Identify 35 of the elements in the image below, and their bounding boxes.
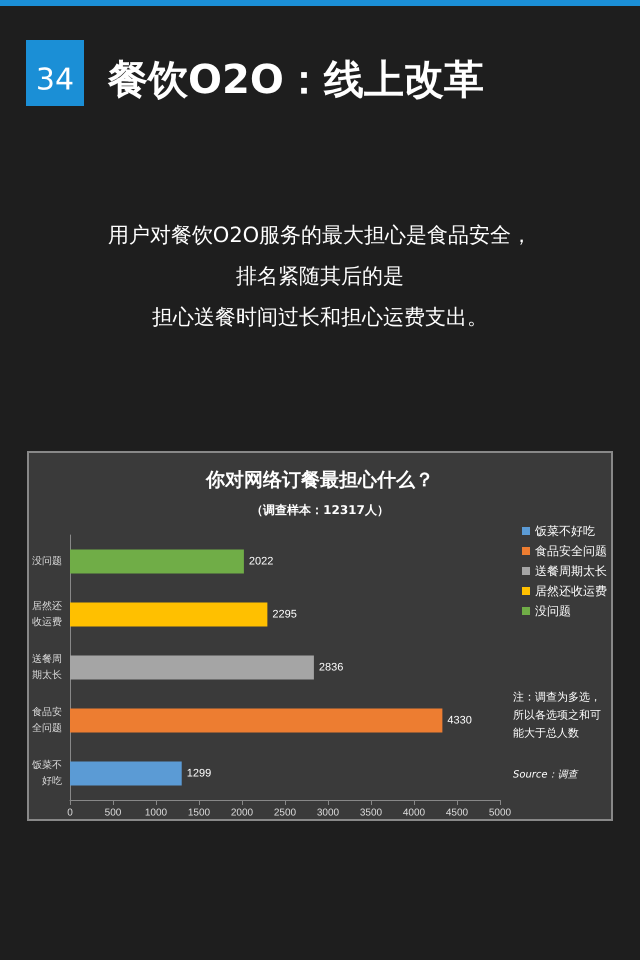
x-tick-label: 1000: [144, 808, 168, 818]
y-tick-label: 食品安全问题: [32, 706, 62, 734]
x-tick-label: 2000: [230, 808, 254, 818]
x-tick-label: 500: [104, 808, 122, 818]
source-note: Source：调查: [513, 768, 580, 780]
chart-title: 你对网络订餐最担心什么？: [205, 469, 434, 491]
x-tick-label: 4000: [402, 808, 426, 818]
x-tick-label: 3000: [316, 808, 340, 818]
data-label: 2836: [318, 662, 344, 674]
x-tick-label: 1500: [188, 808, 211, 818]
chart-subtitle: （调查样本：12317人）: [251, 503, 389, 517]
data-label: 4330: [447, 714, 472, 726]
text: 34: [36, 62, 74, 98]
x-tick-label: 5000: [488, 808, 512, 818]
x-tick-label: 0: [67, 808, 74, 818]
text: 排名紧随其后的是: [236, 264, 404, 288]
y-tick-label: 居然还收运费: [32, 600, 62, 628]
text: 用户对餐饮O2O服务的最大担心是食品安全，: [108, 223, 532, 247]
data-label: 2295: [272, 608, 297, 620]
y-tick-label: 饭菜不好吃: [31, 759, 62, 787]
data-label: 1299: [186, 768, 212, 780]
data-label: 2022: [248, 556, 274, 568]
y-tick-label: 没问题: [32, 555, 62, 567]
y-tick-label: 送餐周期太长: [32, 653, 62, 681]
legend-label: 食品安全问题: [535, 544, 607, 558]
x-tick-label: 4500: [446, 808, 469, 818]
legend-label: 居然还收运费: [535, 584, 607, 598]
legend-label: 没问题: [535, 604, 571, 618]
text: 担心送餐时间过长和担心运费支出。: [152, 305, 488, 329]
legend-label: 送餐周期太长: [535, 564, 607, 578]
x-tick-label: 3500: [360, 808, 383, 818]
text: 餐饮O2O：线上改革: [107, 57, 484, 103]
legend-label: 饭菜不好吃: [534, 524, 595, 538]
text: 注：调查为多选，所以各选项之和可能大于总人数: [513, 690, 601, 740]
x-tick-label: 2500: [274, 808, 297, 818]
